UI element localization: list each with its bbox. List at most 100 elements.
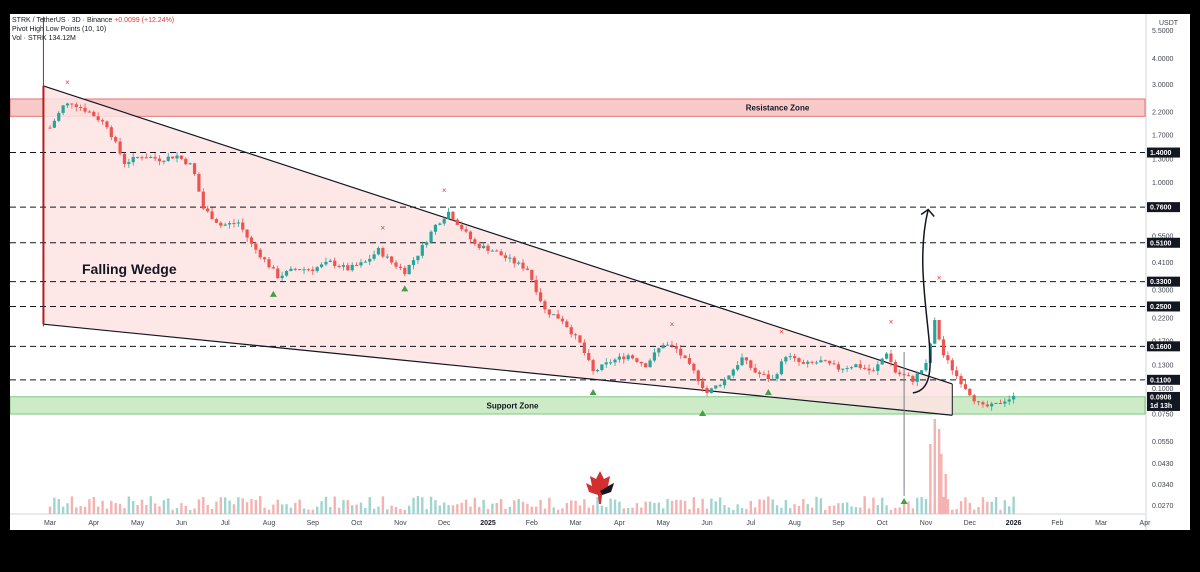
volume-line[interactable]: Vol · STRK 134.12M <box>12 35 76 42</box>
volume-bar <box>526 503 529 514</box>
candle-body <box>941 339 946 356</box>
candle-body <box>674 346 678 349</box>
volume-bar <box>727 507 731 514</box>
candle-body <box>157 158 162 162</box>
y-tick-label: 0.0430 <box>1152 461 1174 468</box>
volume-bar <box>828 505 831 514</box>
projection-arrow-head <box>920 208 935 217</box>
candle-body <box>140 157 144 159</box>
volume-bar <box>863 496 866 514</box>
candle-body <box>249 237 254 244</box>
candle-body <box>324 261 328 265</box>
candle-body <box>57 112 61 121</box>
volume-bar <box>653 502 656 514</box>
candle-body <box>232 223 236 225</box>
volume-bar <box>810 507 814 514</box>
candle-body <box>79 107 83 109</box>
volume-bar <box>942 496 945 514</box>
volume-bar <box>662 508 665 514</box>
candle-body <box>455 219 459 225</box>
candle-body <box>219 222 223 226</box>
resistance-zone <box>10 98 1146 117</box>
candle-body <box>718 385 722 387</box>
candle-body <box>569 327 573 335</box>
volume-bar <box>552 507 555 514</box>
chart-panel[interactable]: 5.5000 4.0000 3.0000 2.2000 1.7000 1.3000 1.00… <box>10 14 1190 530</box>
candle-body <box>376 248 381 255</box>
y-tick-label: 1.3000 <box>1152 157 1174 164</box>
volume-bar <box>386 509 389 514</box>
volume-bar <box>758 499 761 514</box>
volume-bar <box>697 508 700 514</box>
volume-bar <box>438 505 442 514</box>
x-tick-label: Mar <box>44 520 57 527</box>
candle-body <box>972 395 976 402</box>
volume-bar <box>841 503 844 514</box>
volume-bar <box>105 508 109 514</box>
candle-body <box>105 121 109 128</box>
candle-body <box>109 127 113 138</box>
candle-body <box>368 258 372 262</box>
candle-body <box>784 357 788 362</box>
candle-body <box>757 372 762 374</box>
volume-bar <box>66 503 69 514</box>
candle-body <box>749 360 753 368</box>
candle-body <box>565 321 569 328</box>
volume-bar <box>622 508 625 514</box>
volume-bar <box>609 498 612 514</box>
volume-bar <box>613 499 617 514</box>
price-axis <box>1146 14 1190 530</box>
y-tick-label: 0.0270 <box>1152 503 1174 510</box>
candle-body <box>530 269 534 280</box>
candle-body <box>692 363 696 371</box>
volume-bar <box>675 499 678 514</box>
candle-body <box>552 314 556 316</box>
x-tick-label: Apr <box>1140 520 1152 527</box>
candle-body <box>311 269 315 272</box>
candle-body <box>394 262 398 267</box>
volume-bar <box>916 497 919 514</box>
candle-body <box>845 368 849 370</box>
candle-body <box>192 163 197 175</box>
volume-spike-bar <box>929 444 932 514</box>
volume-bar <box>736 504 739 514</box>
volume-bar <box>815 496 818 514</box>
candle-body <box>933 320 937 344</box>
price-level-tag-label: 0.1100 <box>1150 377 1171 384</box>
price-level-tag <box>1147 341 1180 352</box>
candle-body <box>819 360 823 363</box>
price-level-tag-label: 0.1600 <box>1150 344 1172 351</box>
candle-body <box>814 362 819 364</box>
candle-body <box>920 370 924 374</box>
candle-body <box>438 223 442 225</box>
volume-bar <box>723 505 726 514</box>
volume-spike-bar <box>937 429 941 514</box>
pivot-high-marker: × <box>670 320 675 329</box>
candle-body <box>981 402 985 405</box>
pivot-high-marker: × <box>889 318 894 327</box>
volume-bar <box>329 507 332 514</box>
candle-body <box>924 362 928 371</box>
candle-body <box>477 243 481 249</box>
candle-body <box>482 245 486 249</box>
candle-body <box>451 211 455 220</box>
pivot-low-marker <box>900 497 908 504</box>
volume-bar <box>298 499 301 514</box>
volume-bar <box>876 505 880 514</box>
x-tick-label: May <box>131 520 145 527</box>
volume-bar <box>456 504 459 514</box>
chart-canvas[interactable]: 5.5000 4.0000 3.0000 2.2000 1.7000 1.3000 1.00… <box>10 14 1190 530</box>
volume-bar <box>964 497 967 514</box>
indicator-line[interactable]: Pivot High Low Points (10, 10) <box>12 26 107 33</box>
volume-bar <box>136 504 139 514</box>
candle-body <box>644 363 648 368</box>
volume-bar <box>710 498 713 514</box>
x-tick-label: Nov <box>394 520 407 527</box>
volume-bar <box>740 507 744 514</box>
price-level-tag <box>1147 147 1180 158</box>
candle-body <box>884 353 889 359</box>
volume-bar <box>368 497 371 514</box>
candle-body <box>512 257 516 264</box>
volume-bar <box>898 507 901 514</box>
volume-bar <box>889 509 893 514</box>
